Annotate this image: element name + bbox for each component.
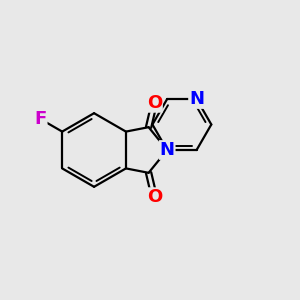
Text: O: O <box>147 94 162 112</box>
Text: F: F <box>34 110 46 128</box>
Text: N: N <box>160 141 175 159</box>
Text: O: O <box>147 188 162 206</box>
Text: N: N <box>189 90 204 108</box>
